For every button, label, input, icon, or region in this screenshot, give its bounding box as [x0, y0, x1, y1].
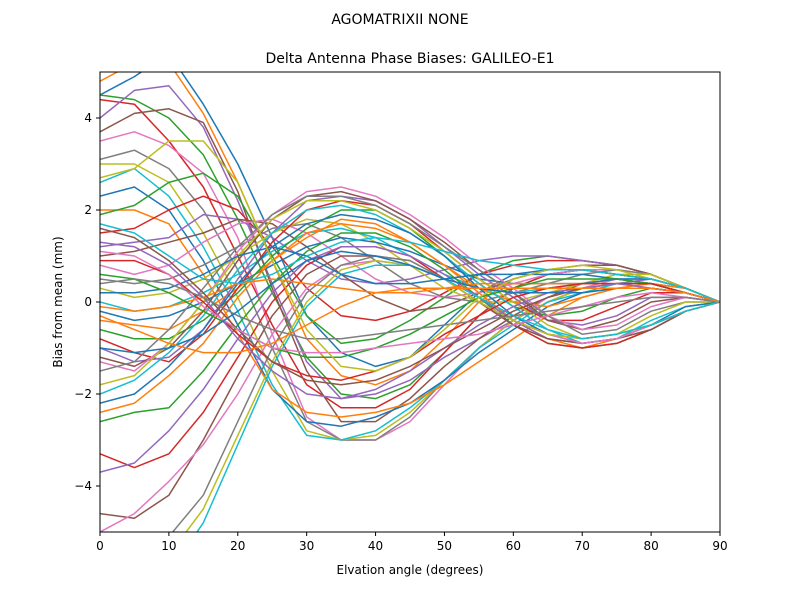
- x-axis: 0 10 20 30 40 50 60 70 80 90: [96, 532, 728, 553]
- x-tick-label: 90: [712, 539, 727, 553]
- x-tick-label: 70: [575, 539, 590, 553]
- series-line-s47: [100, 250, 720, 354]
- x-tick-label: 10: [161, 539, 176, 553]
- series-line-s48: [100, 278, 720, 340]
- x-tick-label: 80: [643, 539, 658, 553]
- series-line-s50: [100, 223, 720, 303]
- y-axis-label: Bias from mean (mm): [51, 236, 65, 367]
- y-axis: −4 −2 0 2 4: [74, 111, 100, 493]
- x-tick-label: 40: [368, 539, 383, 553]
- y-tick-label: 0: [84, 295, 92, 309]
- figure-suptitle: AGOMATRIXII NONE: [331, 12, 468, 28]
- chart-title: Delta Antenna Phase Biases: GALILEO-E1: [265, 51, 554, 67]
- y-tick-label: −4: [74, 479, 92, 493]
- x-tick-label: 60: [506, 539, 521, 553]
- y-tick-label: 4: [84, 111, 92, 125]
- x-tick-label: 0: [96, 539, 104, 553]
- x-tick-label: 50: [437, 539, 452, 553]
- x-tick-label: 30: [299, 539, 314, 553]
- series-layer: [100, 72, 720, 532]
- series-line-s28: [100, 195, 720, 372]
- x-tick-label: 20: [230, 539, 245, 553]
- x-axis-label: Elvation angle (degrees): [337, 563, 484, 577]
- series-line-s49: [100, 140, 720, 372]
- y-tick-label: −2: [74, 387, 92, 401]
- series-line-s16: [100, 218, 720, 312]
- y-tick-label: 2: [84, 203, 92, 217]
- series-line-s43: [100, 273, 720, 358]
- series-line-s52: [100, 287, 720, 354]
